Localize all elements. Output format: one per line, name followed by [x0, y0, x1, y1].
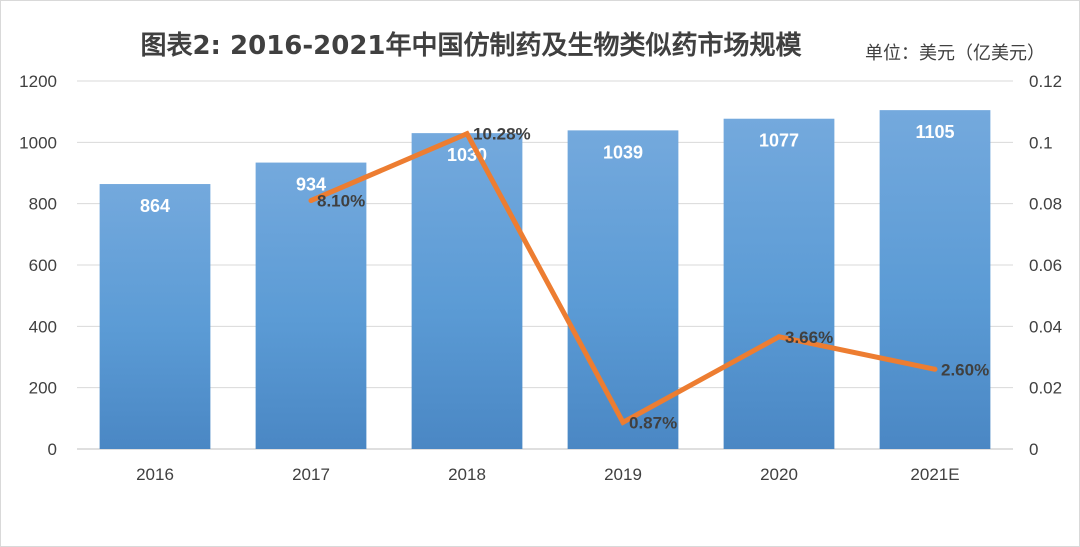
chart-title: 图表2: 2016-2021年中国仿制药及生物类似药市场规模	[140, 31, 802, 61]
bar	[99, 184, 211, 450]
unit-label: 单位：美元（亿美元）	[865, 43, 1045, 64]
bar	[411, 133, 523, 449]
y-right-tick-label: 0.02	[1029, 379, 1062, 398]
bar-value-label: 1105	[915, 122, 954, 142]
line-point	[308, 198, 314, 204]
y-right-tick-label: 0.04	[1029, 317, 1062, 336]
x-tick-label: 2019	[604, 465, 642, 484]
growth-value-label: 8.10%	[317, 192, 365, 211]
x-tick-label: 2020	[760, 465, 798, 484]
growth-value-label: 0.87%	[629, 413, 677, 432]
axes: 0 200 400 600 800 1000 1200 0 0.02 0.04 0.06 0.08 0.…	[19, 72, 1062, 484]
y-right-tick-label: 0.12	[1029, 72, 1062, 91]
y-left-tick-label: 400	[29, 317, 57, 336]
y-left-tick-label: 200	[29, 379, 57, 398]
y-right-tick-label: 0	[1029, 440, 1038, 459]
x-tick-label: 2017	[292, 465, 330, 484]
gridlines	[77, 80, 1013, 450]
line-point	[932, 366, 938, 372]
x-tick-label: 2016	[136, 465, 174, 484]
line-point	[620, 419, 626, 425]
bar	[255, 162, 367, 449]
line-point	[464, 131, 470, 137]
growth-line-series: 8.10% 10.28% 0.87% 3.66% 2.60%	[308, 125, 989, 432]
y-right-tick-label: 0.06	[1029, 256, 1062, 275]
x-tick-label: 2018	[448, 465, 486, 484]
bar	[879, 110, 991, 449]
growth-value-label: 3.66%	[785, 328, 833, 347]
growth-value-label: 2.60%	[941, 360, 989, 379]
y-left-tick-label: 800	[29, 195, 57, 214]
y-left-tick-label: 1000	[19, 133, 57, 152]
y-right-tick-label: 0.1	[1029, 133, 1053, 152]
bar-value-label: 934	[296, 175, 326, 195]
line-point	[776, 334, 782, 340]
bar	[567, 130, 679, 449]
y-left-tick-label: 600	[29, 256, 57, 275]
bar	[723, 118, 835, 449]
bar-value-label: 864	[140, 196, 170, 216]
y-left-tick-label: 1200	[19, 72, 57, 91]
bar-value-label: 1039	[603, 142, 643, 162]
y-right-tick-label: 0.08	[1029, 195, 1062, 214]
bar-value-label: 1077	[759, 131, 799, 151]
growth-value-label: 10.28%	[473, 125, 531, 144]
y-left-tick-label: 0	[48, 440, 57, 459]
x-tick-label: 2021E	[910, 465, 959, 484]
